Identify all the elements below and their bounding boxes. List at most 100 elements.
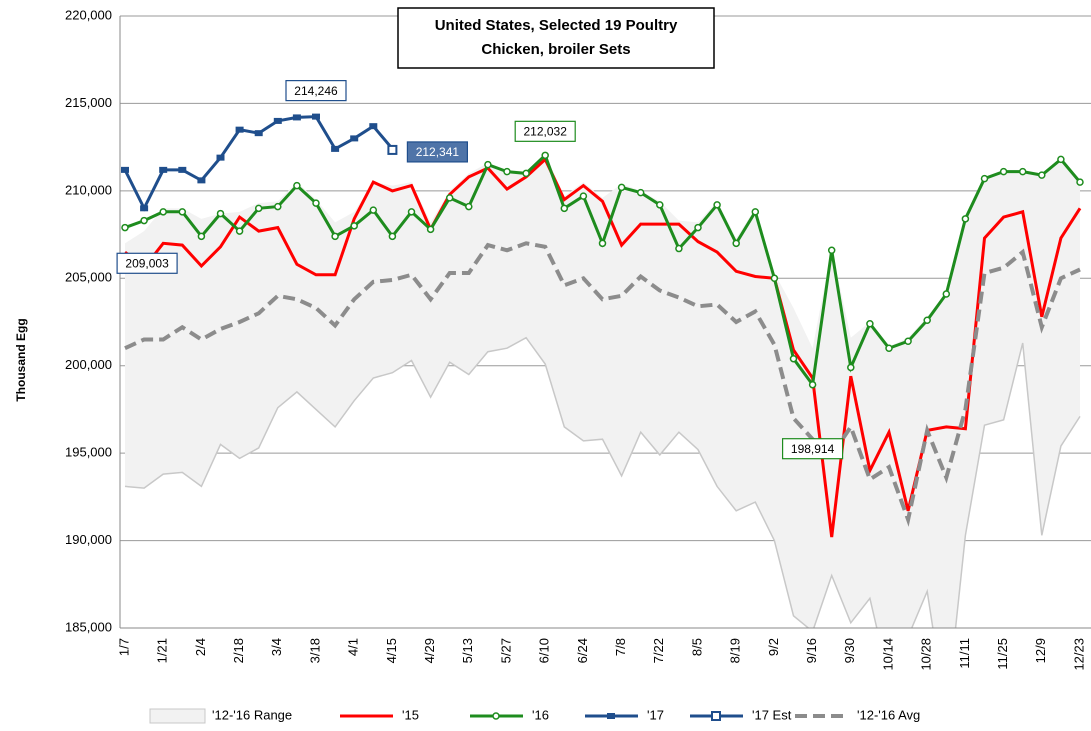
point <box>293 181 301 190</box>
point <box>273 117 282 124</box>
point <box>445 194 454 202</box>
x-tick-label: 7/8 <box>613 638 628 656</box>
x-tick-label: 10/28 <box>919 638 934 671</box>
range-low-line <box>124 336 1081 628</box>
point <box>387 144 398 155</box>
legend-label: '12-'16 Avg <box>857 707 920 722</box>
legend-marker <box>492 712 500 720</box>
range-area <box>125 154 1080 628</box>
plot-area <box>121 113 1084 628</box>
point <box>235 126 244 133</box>
x-tick-label: 1/21 <box>155 638 170 663</box>
x-tick-label: 10/14 <box>880 638 895 671</box>
y-tick-label: 190,000 <box>65 532 112 547</box>
point <box>197 232 206 241</box>
point <box>1018 167 1027 176</box>
x-tick-label: 3/4 <box>269 638 284 656</box>
point <box>235 227 244 235</box>
point <box>140 205 149 212</box>
chart-subtitle: Chicken, broiler Sets <box>481 41 630 58</box>
legend-label: '16 <box>532 707 549 722</box>
point <box>197 177 206 184</box>
point <box>827 246 836 255</box>
point <box>560 204 569 213</box>
x-tick-label: 12/23 <box>1071 638 1086 671</box>
point <box>178 166 187 173</box>
value-label: 212,032 <box>524 124 568 138</box>
legend-label: '17 <box>647 707 664 722</box>
point <box>980 174 989 183</box>
point <box>598 239 607 248</box>
point <box>503 167 511 176</box>
point <box>312 199 320 207</box>
point <box>1076 178 1084 186</box>
point <box>847 363 855 372</box>
point <box>254 130 263 137</box>
point <box>121 166 129 173</box>
x-tick-label: 8/5 <box>689 638 704 656</box>
point <box>350 135 359 142</box>
point <box>713 201 721 209</box>
point <box>923 316 931 325</box>
x-tick-label: 11/25 <box>995 638 1010 670</box>
x-tick-label: 5/27 <box>498 638 513 663</box>
point <box>407 208 416 216</box>
x-tick-label: 4/29 <box>422 638 437 663</box>
value-label: 198,914 <box>791 442 835 456</box>
x-tick-label: 3/18 <box>307 638 322 663</box>
y-tick-label: 220,000 <box>65 7 112 22</box>
point <box>388 232 397 241</box>
x-tick-label: 8/19 <box>728 638 743 663</box>
series-line <box>124 241 1081 527</box>
point <box>541 151 549 160</box>
point <box>216 209 225 218</box>
point <box>484 160 492 169</box>
value-label: 209,003 <box>125 256 169 270</box>
point <box>1038 171 1046 179</box>
y-tick-label: 215,000 <box>65 95 112 110</box>
point <box>274 202 282 211</box>
point <box>866 319 874 328</box>
point <box>140 216 148 225</box>
title-box: United States, Selected 19 Poultry Chick… <box>397 7 715 69</box>
y-tick-label: 210,000 <box>65 182 112 197</box>
title-frame <box>397 7 715 69</box>
point <box>961 215 970 223</box>
point <box>522 169 530 178</box>
point <box>808 380 817 389</box>
y-tick-label: 200,000 <box>65 357 112 372</box>
y-axis-label: Thousand Egg <box>14 318 28 401</box>
labels: 185,000 190,000 195,000 200,000 205,000 210,0… <box>65 7 1086 724</box>
point <box>999 167 1008 176</box>
chart-title: United States, Selected 19 Poultry <box>435 17 678 34</box>
y-tick-label: 205,000 <box>65 270 112 285</box>
point <box>656 201 664 209</box>
x-tick-label: 7/22 <box>651 638 666 663</box>
x-tick-label: 6/10 <box>537 638 552 663</box>
y-tick-label: 195,000 <box>65 445 112 460</box>
x-tick-label: 2/18 <box>231 638 246 663</box>
x-tick-label: 4/15 <box>384 638 399 663</box>
x-tick-label: 1/7 <box>116 638 131 656</box>
point <box>770 274 779 283</box>
x-tick-label: 9/2 <box>766 638 781 656</box>
point <box>885 344 893 352</box>
value-label-box <box>116 252 178 274</box>
value-label: 212,341 <box>416 145 460 159</box>
legend-label: '12-'16 Range <box>212 707 292 722</box>
point <box>159 166 168 173</box>
point <box>159 208 167 216</box>
value-label: 214,246 <box>294 84 338 98</box>
point <box>617 183 626 192</box>
point <box>254 204 263 213</box>
point <box>216 154 225 161</box>
point <box>1057 155 1065 164</box>
point <box>121 223 129 232</box>
point <box>178 208 187 216</box>
point <box>426 225 435 234</box>
x-tick-label: 2/4 <box>193 638 208 656</box>
point <box>732 239 740 248</box>
x-tick-label: 5/13 <box>460 638 475 663</box>
point <box>789 354 798 363</box>
